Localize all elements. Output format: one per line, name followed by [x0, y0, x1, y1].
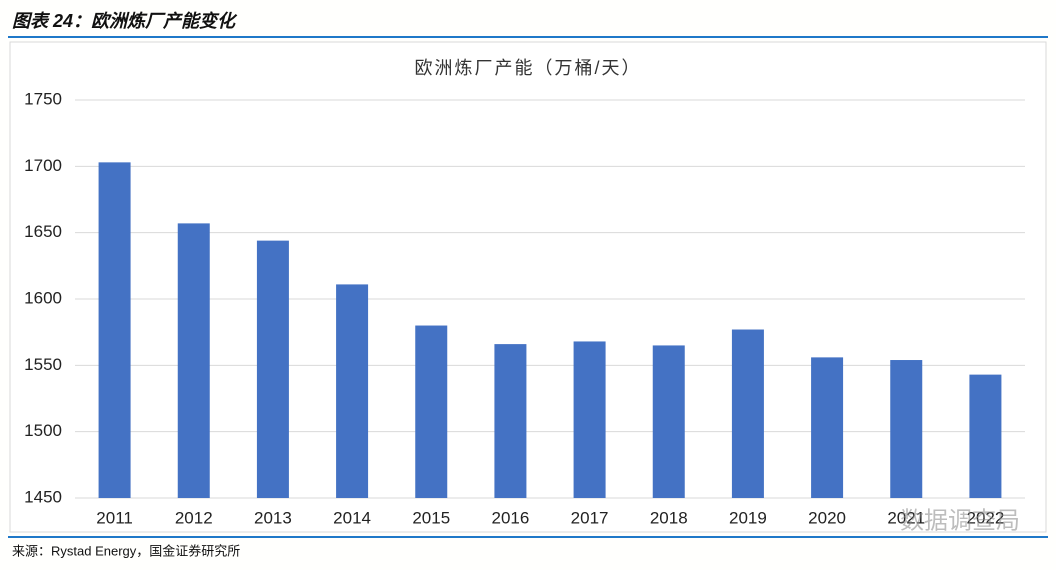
chart-title: 欧洲炼厂产能（万桶/天）	[415, 58, 642, 78]
x-tick-label: 2015	[412, 508, 450, 527]
bar	[256, 240, 289, 499]
y-tick-label: 1500	[24, 421, 62, 440]
y-tick-label: 1750	[24, 89, 62, 108]
x-tick-label: 2013	[254, 508, 292, 527]
bar	[177, 223, 210, 498]
x-tick-label: 2022	[967, 508, 1005, 527]
bar	[494, 344, 527, 498]
x-tick-label: 2014	[333, 508, 371, 527]
y-tick-label: 1700	[24, 156, 62, 175]
bar	[890, 360, 923, 498]
plot-area: 1450 1500 1550 1600 1650 1700 1750 2011 2012 2013…	[24, 89, 1025, 527]
y-tick-label: 1600	[24, 288, 62, 307]
figure-title: 图表 24：欧洲炼厂产能变化	[12, 11, 238, 31]
x-tick-label: 2018	[650, 508, 688, 527]
bar	[652, 345, 685, 498]
x-tick-label: 2019	[729, 508, 767, 527]
y-tick-label: 1650	[24, 222, 62, 241]
bar	[336, 284, 369, 498]
bar	[573, 341, 606, 498]
y-tick-label: 1550	[24, 355, 62, 374]
x-tick-label: 2012	[175, 508, 213, 527]
bar	[415, 325, 448, 498]
x-tick-label: 2021	[887, 508, 925, 527]
bar	[98, 162, 131, 498]
watermark: 数据调查局	[900, 507, 1020, 534]
x-tick-label: 2020	[808, 508, 846, 527]
x-tick-label: 2017	[571, 508, 609, 527]
bar	[969, 374, 1002, 498]
bar	[731, 329, 764, 498]
bar	[811, 357, 844, 498]
x-tick-label: 2011	[96, 508, 133, 527]
source-note: 来源：Rystad Energy，国金证券研究所	[12, 543, 240, 558]
y-tick-label: 1450	[24, 487, 62, 506]
x-tick-label: 2016	[492, 508, 530, 527]
